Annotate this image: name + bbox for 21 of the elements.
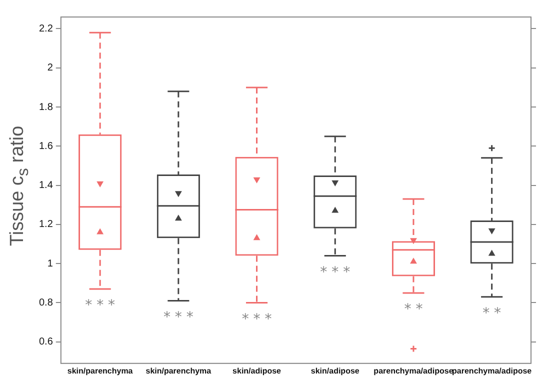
y-tick-label: 0.8 <box>38 297 54 308</box>
annotation: * * * <box>163 309 194 326</box>
annotation: * * * <box>85 298 116 314</box>
y-tick-label: 1 <box>47 258 54 270</box>
annotation: * * <box>482 306 502 322</box>
y-tick-label: 0.6 <box>38 336 54 348</box>
y-tick-label: 1.2 <box>38 219 54 230</box>
y-tick-label: 2 <box>47 62 54 74</box>
y-tick-label: 1.6 <box>38 140 54 152</box>
x-tick-label: parenchyma/adipose <box>452 366 532 376</box>
x-tick-label: skin/adipose <box>310 366 360 376</box>
annotation: * * * <box>242 311 272 328</box>
annotation: * * * <box>320 264 350 280</box>
x-tick-label: skin/parenchyma <box>146 366 212 376</box>
y-tick-label: 2.2 <box>38 23 54 34</box>
x-tick-label: skin/parenchyma <box>67 366 134 376</box>
y-tick-label: 1.8 <box>38 102 54 113</box>
x-tick-label: skin/adipose <box>232 366 282 376</box>
annotation: * * <box>404 302 423 318</box>
y-tick-label: 1.4 <box>38 180 54 192</box>
x-tick-label: parenchyma/adipose <box>374 366 454 376</box>
